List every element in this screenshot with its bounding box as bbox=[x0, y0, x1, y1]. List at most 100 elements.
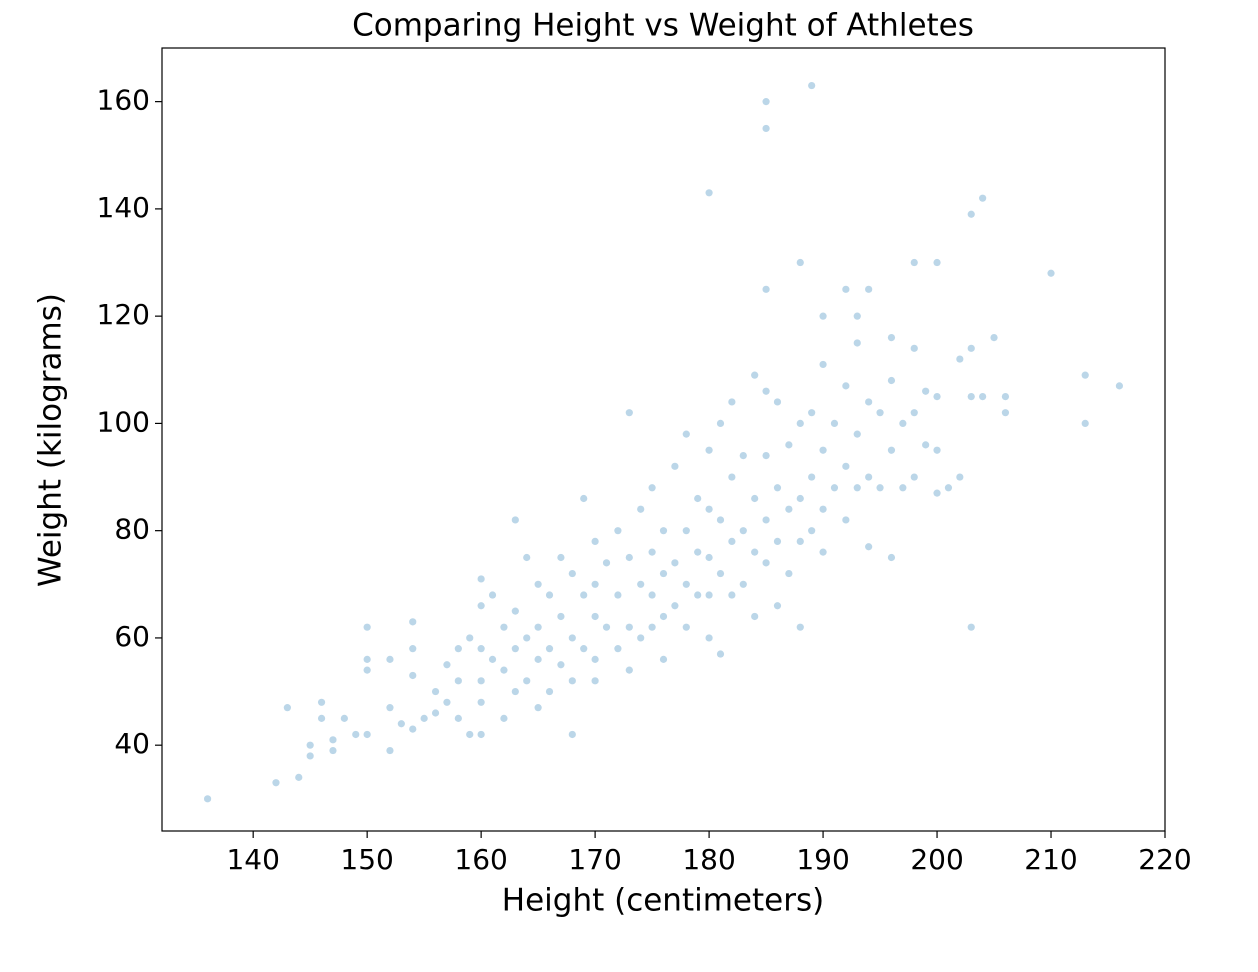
point bbox=[785, 441, 793, 449]
point bbox=[694, 494, 702, 503]
point bbox=[352, 730, 360, 739]
point bbox=[808, 81, 816, 90]
point bbox=[762, 98, 770, 106]
point bbox=[682, 580, 690, 588]
point bbox=[762, 451, 770, 460]
point bbox=[454, 714, 462, 722]
point bbox=[933, 446, 941, 454]
point bbox=[477, 698, 485, 706]
points bbox=[203, 81, 1124, 803]
point bbox=[910, 409, 918, 417]
point bbox=[363, 666, 371, 674]
point bbox=[614, 645, 622, 653]
point bbox=[739, 451, 747, 460]
point bbox=[967, 392, 975, 401]
point bbox=[716, 419, 725, 428]
point bbox=[773, 398, 782, 406]
point bbox=[454, 677, 462, 685]
point bbox=[842, 382, 850, 390]
point bbox=[431, 687, 440, 696]
point bbox=[762, 387, 770, 395]
point bbox=[557, 553, 565, 562]
point bbox=[853, 430, 861, 438]
point bbox=[1047, 269, 1055, 277]
y-tick-label: 140 bbox=[97, 191, 150, 224]
point bbox=[682, 623, 690, 631]
point bbox=[568, 569, 576, 578]
point bbox=[785, 569, 793, 578]
point bbox=[796, 258, 804, 267]
point bbox=[739, 527, 747, 535]
point bbox=[671, 602, 679, 610]
y-tick-label: 80 bbox=[114, 513, 150, 546]
point bbox=[910, 473, 918, 481]
point bbox=[283, 704, 291, 712]
point bbox=[910, 344, 918, 352]
point bbox=[557, 661, 565, 669]
y-tick-label: 100 bbox=[97, 405, 150, 438]
x-tick-label: 160 bbox=[454, 843, 507, 876]
point bbox=[500, 623, 508, 631]
point bbox=[397, 720, 405, 728]
point bbox=[739, 580, 747, 588]
point bbox=[808, 409, 816, 417]
point bbox=[511, 687, 519, 696]
point bbox=[853, 339, 861, 347]
point bbox=[466, 730, 474, 739]
point bbox=[887, 376, 896, 385]
point bbox=[659, 612, 668, 621]
point bbox=[933, 258, 941, 267]
point bbox=[842, 462, 850, 470]
point bbox=[728, 473, 736, 481]
point bbox=[705, 189, 713, 197]
point bbox=[534, 655, 542, 663]
point bbox=[899, 484, 907, 492]
point bbox=[853, 312, 861, 320]
point bbox=[511, 645, 519, 653]
point bbox=[545, 591, 554, 599]
point bbox=[682, 430, 690, 438]
point bbox=[751, 612, 759, 621]
y-tick-label: 60 bbox=[114, 620, 150, 653]
point bbox=[591, 677, 599, 685]
point bbox=[762, 285, 770, 293]
point bbox=[477, 677, 485, 685]
point bbox=[751, 494, 759, 503]
point bbox=[728, 398, 736, 406]
point bbox=[488, 655, 497, 663]
point bbox=[659, 569, 668, 578]
point bbox=[625, 409, 633, 417]
point bbox=[386, 655, 394, 663]
point bbox=[728, 591, 736, 599]
point bbox=[500, 714, 508, 722]
point bbox=[716, 516, 725, 524]
point bbox=[591, 612, 599, 621]
point bbox=[842, 516, 850, 524]
point bbox=[580, 591, 588, 599]
point bbox=[762, 559, 770, 567]
point bbox=[363, 623, 371, 631]
point bbox=[671, 559, 679, 567]
point bbox=[819, 446, 827, 454]
point bbox=[580, 494, 588, 503]
point bbox=[967, 210, 975, 218]
y-tick-label: 40 bbox=[114, 727, 150, 760]
point bbox=[910, 258, 918, 267]
point bbox=[591, 580, 599, 588]
point bbox=[614, 591, 622, 599]
point bbox=[523, 677, 531, 685]
point bbox=[545, 645, 554, 653]
point bbox=[876, 409, 884, 417]
point bbox=[409, 725, 417, 733]
point bbox=[534, 704, 542, 712]
point bbox=[899, 419, 907, 428]
point bbox=[887, 446, 896, 454]
x-tick-label: 170 bbox=[568, 843, 621, 876]
point bbox=[819, 505, 827, 513]
x-tick-label: 200 bbox=[910, 843, 963, 876]
point bbox=[796, 537, 804, 545]
point bbox=[933, 392, 941, 401]
point bbox=[1115, 382, 1124, 390]
point bbox=[329, 736, 337, 744]
point bbox=[306, 741, 314, 749]
